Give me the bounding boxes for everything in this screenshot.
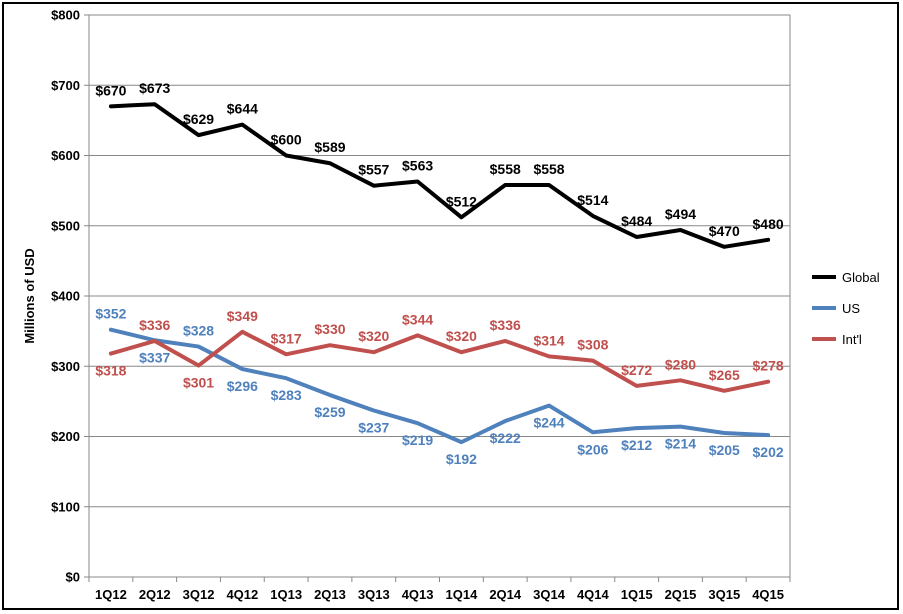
x-tick-label: 3Q15: [708, 587, 740, 602]
y-tick-label: $600: [51, 148, 80, 163]
x-tick-label: 3Q14: [533, 587, 566, 602]
legend: Global US Int'l: [812, 270, 880, 347]
y-axis: $0 $100 $200 $300 $400 $500 $600 $700 $800: [51, 8, 89, 585]
data-label: $259: [314, 404, 345, 420]
y-tick-label: $400: [51, 289, 80, 304]
y-tick-label: $800: [51, 8, 80, 23]
data-label: $514: [577, 192, 608, 208]
legend-label: US: [842, 301, 860, 316]
y-tick-label: $500: [51, 218, 80, 233]
data-label: $670: [95, 82, 126, 98]
data-label: $202: [753, 444, 784, 460]
x-tick-label: 1Q12: [95, 587, 127, 602]
data-label: $317: [271, 330, 302, 346]
data-label: $589: [314, 139, 345, 155]
x-tick-label: 2Q13: [314, 587, 346, 602]
data-label: $320: [446, 328, 477, 344]
data-label: $237: [358, 420, 389, 436]
series-line-us: [108, 327, 771, 445]
data-label: $330: [314, 321, 345, 337]
data-label: $301: [183, 375, 214, 391]
data-label: $600: [271, 132, 302, 148]
gridlines: [88, 14, 791, 578]
y-axis-title: Millions of USD: [22, 248, 37, 343]
data-label: $644: [227, 101, 258, 117]
x-tick-label: 1Q15: [621, 587, 653, 602]
y-tick-label: $100: [51, 499, 80, 514]
series-lines: [108, 102, 771, 445]
data-label: $352: [95, 306, 126, 322]
data-label: $205: [709, 442, 740, 458]
data-label: $557: [358, 162, 389, 178]
x-tick-label: 4Q15: [752, 587, 784, 602]
x-tick-label: 4Q13: [402, 587, 434, 602]
data-label: $192: [446, 451, 477, 467]
data-label: $484: [621, 213, 652, 229]
data-label: $280: [665, 356, 696, 372]
legend-label: Global: [842, 270, 880, 285]
data-label: $214: [665, 436, 696, 452]
data-label: $336: [139, 317, 170, 333]
data-label: $222: [490, 430, 521, 446]
y-tick-label: $0: [66, 570, 80, 585]
data-label: $212: [621, 437, 652, 453]
x-tick-label: 3Q13: [358, 587, 390, 602]
x-tick-label: 3Q12: [183, 587, 215, 602]
data-label: $320: [358, 328, 389, 344]
data-label: $558: [490, 161, 521, 177]
data-label: $629: [183, 111, 214, 127]
x-tick-label: 2Q15: [665, 587, 697, 602]
x-tick-label: 4Q14: [577, 587, 610, 602]
x-tick-label: 1Q14: [446, 587, 479, 602]
data-label: $272: [621, 362, 652, 378]
data-label: $283: [271, 387, 302, 403]
x-tick-label: 2Q12: [139, 587, 171, 602]
data-label: $512: [446, 193, 477, 209]
data-label: $328: [183, 323, 214, 339]
x-axis: 1Q12 2Q12 3Q12 4Q12 1Q13 2Q13 3Q13 4Q13 1Q14 2Q14…: [88, 577, 791, 602]
data-label: $296: [227, 378, 258, 394]
legend-label: Int'l: [842, 332, 862, 347]
series-line-intl: [108, 329, 771, 393]
series-line-global: [108, 102, 771, 249]
data-label: $314: [533, 332, 564, 348]
data-label: $336: [490, 317, 521, 333]
data-label: $563: [402, 157, 433, 173]
data-labels: $670 $673 $629 $644 $600 $589 $557 $563 $512 $558…: [95, 80, 784, 467]
data-label: $265: [709, 367, 740, 383]
x-tick-label: 4Q12: [226, 587, 258, 602]
data-label: $318: [95, 363, 126, 379]
x-tick-label: 1Q13: [270, 587, 302, 602]
data-label: $244: [533, 415, 564, 431]
data-label: $494: [665, 206, 696, 222]
data-label: $206: [577, 441, 608, 457]
data-label: $349: [227, 308, 258, 324]
data-label: $673: [139, 80, 170, 96]
y-tick-label: $200: [51, 429, 80, 444]
y-tick-label: $700: [51, 78, 80, 93]
data-label: $480: [753, 216, 784, 232]
x-tick-label: 2Q14: [489, 587, 522, 602]
data-label: $558: [533, 161, 564, 177]
data-label: $308: [577, 337, 608, 353]
data-label: $337: [139, 349, 170, 365]
data-label: $344: [402, 311, 433, 327]
y-tick-label: $300: [51, 359, 80, 374]
data-label: $470: [709, 223, 740, 239]
data-label: $219: [402, 432, 433, 448]
data-label: $278: [753, 358, 784, 374]
